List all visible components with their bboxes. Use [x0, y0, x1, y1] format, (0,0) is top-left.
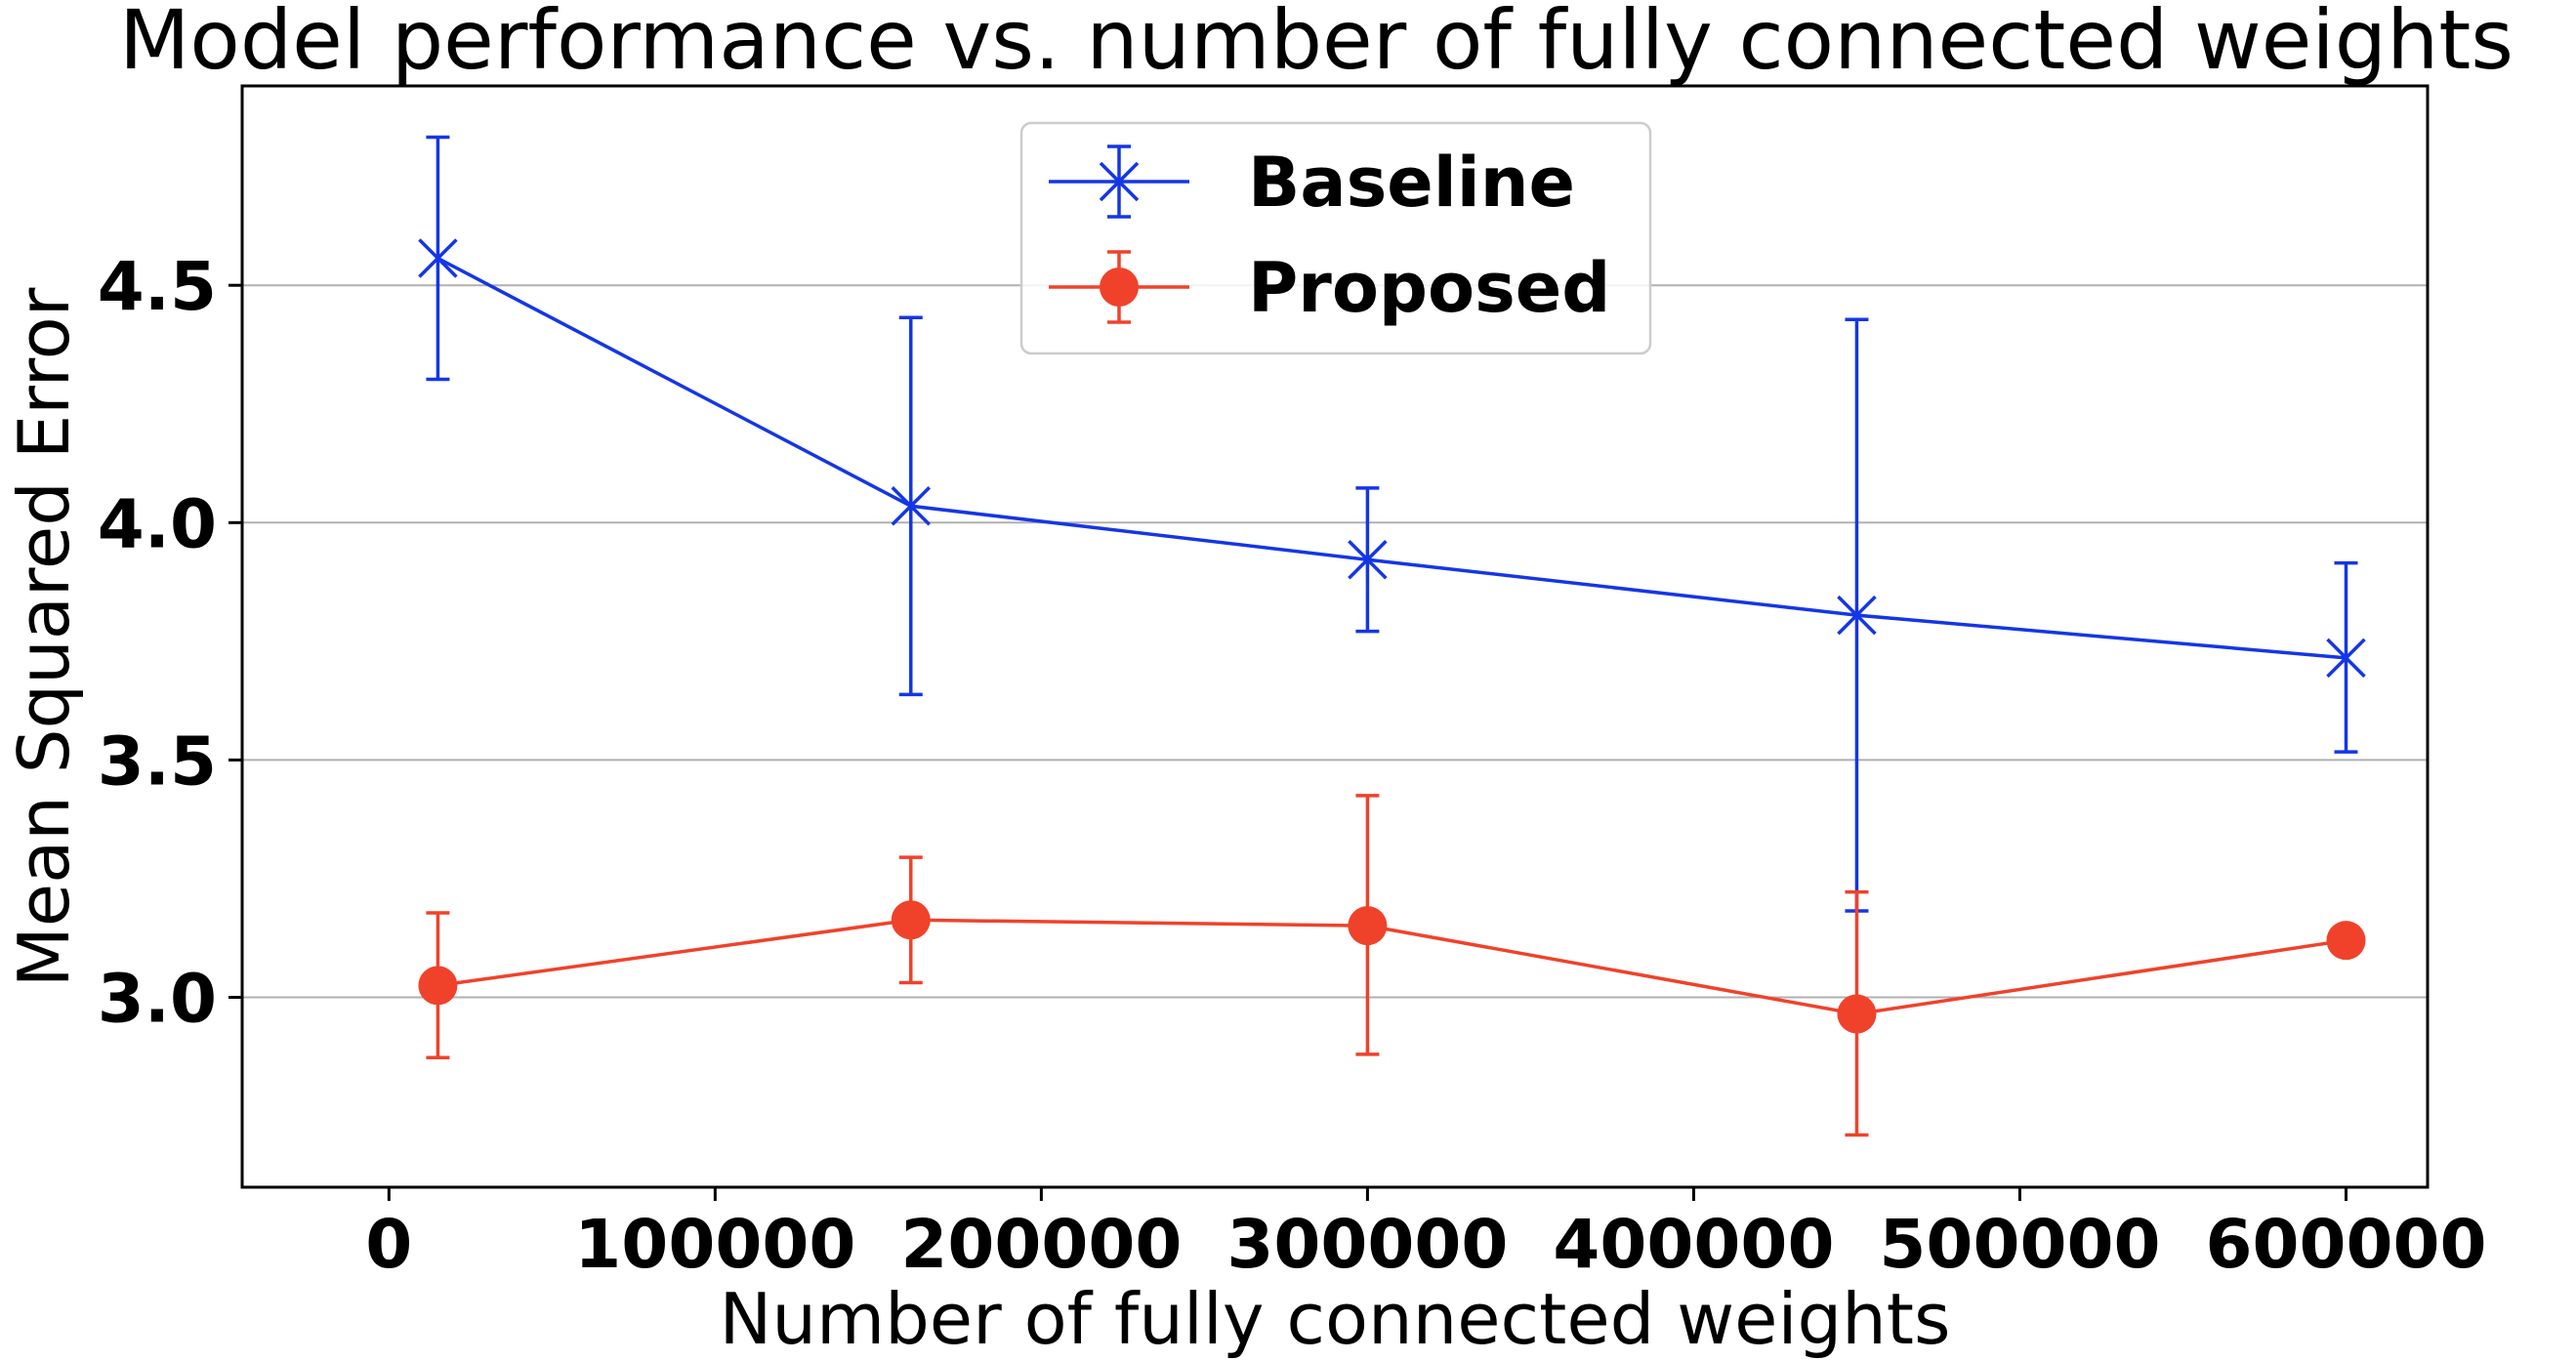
plot-frame: [240, 84, 2430, 1189]
baseline-point-0-stroke-b: [418, 238, 458, 278]
x-tick-label-300000: 300000: [1226, 1206, 1508, 1284]
baseline-point-0: [418, 238, 458, 278]
baseline-point-3-stroke-b: [1837, 595, 1877, 636]
series-proposed: [418, 794, 2366, 1137]
legend-label-baseline: Baseline: [1248, 143, 1575, 223]
legend-item-baseline: Baseline: [1049, 143, 1575, 223]
baseline-point-1: [891, 486, 931, 526]
baseline-point-2-stroke-b: [1348, 539, 1388, 580]
baseline-point-4-stroke-b: [2326, 638, 2366, 679]
legend-item-proposed: Proposed: [1049, 248, 1610, 328]
y-tick-label-3.5: 3.5: [98, 722, 217, 801]
baseline-point-4: [2326, 638, 2366, 679]
proposed-point-4: [2326, 921, 2366, 961]
legend-label-proposed: Proposed: [1248, 248, 1610, 328]
x-tick-label-100000: 100000: [574, 1206, 855, 1284]
chart-title: Model performance vs. number of fully co…: [119, 0, 2514, 88]
axis-layer: 0 100000 200000 300000 400000 500000 600000 3.0…: [98, 248, 2487, 1284]
y-tick-label-4.5: 4.5: [98, 248, 217, 326]
x-tick-label-200000: 200000: [900, 1206, 1182, 1284]
legend-marker-baseline: [1099, 161, 1140, 202]
series-layer: [418, 135, 2366, 1137]
grid-layer: [242, 284, 2428, 999]
proposed-point-0: [418, 966, 458, 1006]
proposed-point-3: [1837, 994, 1877, 1034]
legend: Baseline Proposed: [1019, 121, 1652, 355]
y-axis-label: Mean Squared Error: [3, 287, 85, 987]
x-tick-label-600000: 600000: [2205, 1206, 2486, 1284]
x-tick-label-500000: 500000: [1879, 1206, 2160, 1284]
proposed-point-1: [891, 900, 931, 940]
y-tick-label-4.0: 4.0: [98, 485, 217, 563]
x-tick-label-400000: 400000: [1553, 1206, 1834, 1284]
legend-marker-proposed: [1100, 268, 1139, 307]
baseline-point-3: [1837, 595, 1877, 636]
y-tick-label-3.0: 3.0: [98, 961, 217, 1039]
baseline-point-1-stroke-b: [891, 486, 931, 526]
x-tick-label-0: 0: [365, 1206, 412, 1284]
baseline-point-2: [1348, 539, 1388, 580]
proposed-line: [437, 918, 2347, 1016]
proposed-point-2: [1348, 906, 1388, 946]
x-axis-label: Number of fully connected weights: [719, 1278, 1950, 1360]
legend-marker-baseline-stroke-b: [1099, 161, 1140, 202]
series-baseline: [418, 135, 2366, 913]
